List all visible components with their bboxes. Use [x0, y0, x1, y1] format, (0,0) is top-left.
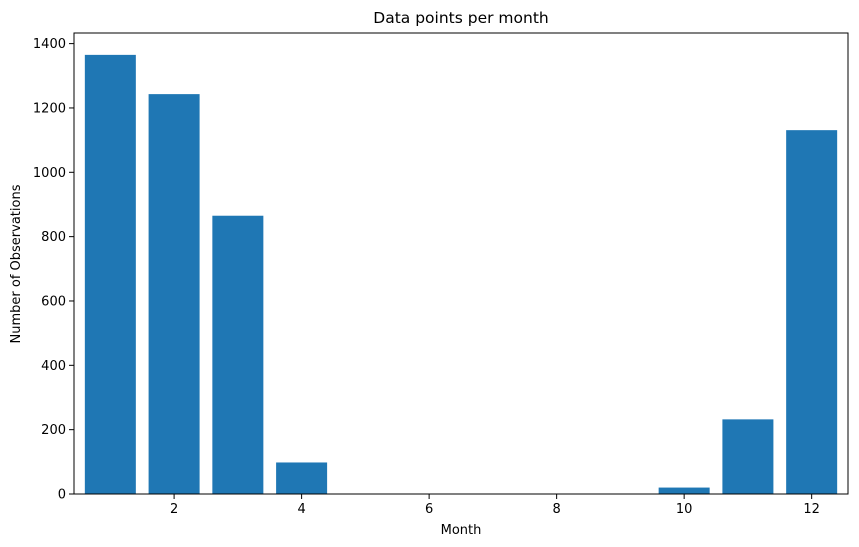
y-axis-ticks: 0 200 400 600 800 1000 1200 1400 [33, 37, 74, 503]
x-tick-label: 10 [676, 502, 693, 517]
y-tick-label: 200 [41, 423, 66, 438]
plot-frame [73, 32, 849, 495]
y-tick-label: 800 [41, 230, 66, 245]
y-tick-label: 600 [41, 294, 66, 309]
bar-month-3 [212, 215, 264, 494]
y-tick-label: 0 [58, 488, 66, 503]
x-axis-label: Month [441, 523, 482, 538]
x-tick-label: 6 [425, 502, 433, 517]
bar-month-10 [658, 487, 710, 494]
x-tick-label: 4 [297, 502, 305, 517]
x-tick-label: 12 [803, 502, 820, 517]
y-tick-label: 1400 [33, 37, 66, 52]
x-tick-label: 2 [170, 502, 178, 517]
x-axis-ticks: 2 4 6 8 10 12 [170, 494, 820, 517]
bar-month-4 [276, 462, 328, 494]
y-axis-label: Number of Observations [9, 184, 24, 343]
bar-month-1 [84, 54, 136, 494]
y-tick-label: 1200 [33, 101, 66, 116]
y-tick-label: 400 [41, 359, 66, 374]
bar-month-2 [148, 94, 200, 494]
bar-month-11 [722, 419, 774, 494]
bar-month-12 [786, 130, 838, 494]
x-tick-label: 8 [552, 502, 560, 517]
bars [84, 54, 838, 494]
y-tick-label: 1000 [33, 166, 66, 181]
chart-title: Data points per month [373, 9, 548, 27]
